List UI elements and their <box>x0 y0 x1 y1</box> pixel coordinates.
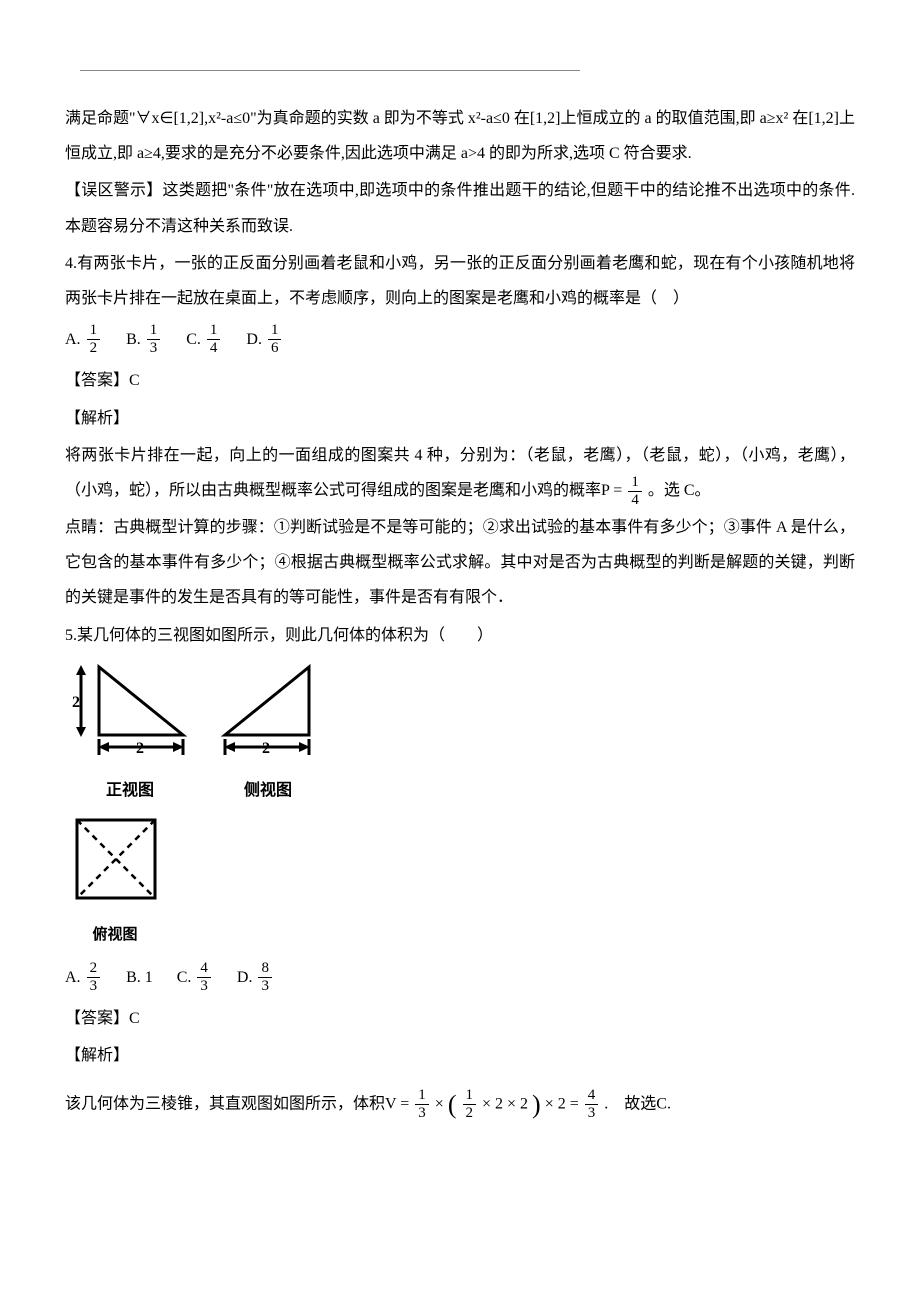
choice-label: A. <box>65 322 81 357</box>
fraction-icon: 1 2 <box>87 323 101 356</box>
fraction-icon: 4 3 <box>197 961 211 994</box>
side-view-svg: 2 <box>213 661 323 756</box>
analysis-tail: 。选 C。 <box>648 482 711 499</box>
fraction-icon: 4 3 <box>585 1088 599 1121</box>
top-view-block: 俯视图 <box>65 814 165 952</box>
choice-label: A. <box>65 960 81 995</box>
q4-choice-b: B. 1 3 <box>126 322 162 357</box>
front-view-label: 正视图 <box>65 773 195 808</box>
rparen-icon: ) <box>532 1090 541 1119</box>
choice-label: C. <box>177 960 192 995</box>
explanation-p1: 满足命题"∀x∈[1,2],x²-a≤0"为真命题的实数 a 即为不等式 x²-… <box>65 101 855 171</box>
svg-text:2: 2 <box>262 740 270 756</box>
fraction-icon: 1 2 <box>463 1088 477 1121</box>
fraction-icon: 1 3 <box>415 1088 429 1121</box>
choice-label: D. <box>246 322 262 357</box>
q4-note: 点睛：古典概型计算的步骤：①判断试验是不是等可能的；②求出试验的基本事件有多少个… <box>65 510 855 616</box>
times-icon: × <box>435 1095 444 1112</box>
fraction-icon: 1 3 <box>147 323 161 356</box>
choice-label: B. <box>126 322 141 357</box>
choice-label: B. 1 <box>126 960 153 995</box>
analysis-tail: . 故选C. <box>604 1095 671 1112</box>
q5-analysis-label: 【解析】 <box>65 1038 855 1073</box>
q5-choices: A. 2 3 B. 1 C. 4 3 D. 8 3 <box>65 960 855 995</box>
q4-answer: 【答案】C <box>65 363 855 398</box>
q5-choice-d: D. 8 3 <box>237 960 274 995</box>
lparen-icon: ( <box>448 1090 457 1119</box>
fraction-icon: 1 6 <box>268 323 282 356</box>
q4-choice-c: C. 1 4 <box>186 322 222 357</box>
q5-choice-c: C. 4 3 <box>177 960 213 995</box>
fraction-icon: 1 4 <box>628 475 642 508</box>
q4-stem: 4.有两张卡片，一张的正反面分别画着老鼠和小鸡，另一张的正反面分别画着老鹰和蛇，… <box>65 246 855 316</box>
q5-choice-a: A. 2 3 <box>65 960 102 995</box>
front-view-svg: 2 2 <box>65 661 195 756</box>
q4-choice-a: A. 1 2 <box>65 322 102 357</box>
top-view-label: 俯视图 <box>65 919 165 952</box>
svg-text:2: 2 <box>136 740 144 756</box>
header-rule <box>80 70 580 71</box>
top-view-svg <box>65 814 165 904</box>
q5-stem: 5.某几何体的三视图如图所示，则此几何体的体积为（ ） <box>65 618 855 653</box>
fraction-icon: 1 4 <box>207 323 221 356</box>
q5-choice-b: B. 1 <box>126 960 153 995</box>
fraction-icon: 2 3 <box>87 961 101 994</box>
choice-label: D. <box>237 960 253 995</box>
analysis-text: 该几何体为三棱锥，其直观图如图所示，体积V = <box>65 1095 409 1112</box>
choice-label: C. <box>186 322 201 357</box>
side-view-block: 2 <box>213 661 323 769</box>
fraction-icon: 8 3 <box>258 961 272 994</box>
q5-answer: 【答案】C <box>65 1001 855 1036</box>
inner-expr: × 2 × 2 <box>482 1095 528 1112</box>
analysis-text: 将两张卡片排在一起，向上的一面组成的图案共 4 种，分别为：（老鼠，老鹰），（老… <box>65 447 855 499</box>
side-view-label: 侧视图 <box>213 773 323 808</box>
post-expr: × 2 = <box>545 1095 579 1112</box>
q4-choice-d: D. 1 6 <box>246 322 283 357</box>
q5-analysis-body: 该几何体为三棱锥，其直观图如图所示，体积V = 1 3 × ( 1 2 × 2 … <box>65 1076 855 1133</box>
front-view-block: 2 2 <box>65 661 195 769</box>
q4-choices: A. 1 2 B. 1 3 C. 1 4 D. 1 6 <box>65 322 855 357</box>
three-view-diagram: 2 2 2 <box>65 661 855 952</box>
q4-analysis-label: 【解析】 <box>65 401 855 436</box>
warning-p2: 【误区警示】这类题把"条件"放在选项中,即选项中的条件推出题干的结论,但题干中的… <box>65 173 855 243</box>
q4-analysis-body: 将两张卡片排在一起，向上的一面组成的图案共 4 种，分别为：（老鼠，老鹰），（老… <box>65 438 855 508</box>
svg-text:2: 2 <box>72 694 80 711</box>
